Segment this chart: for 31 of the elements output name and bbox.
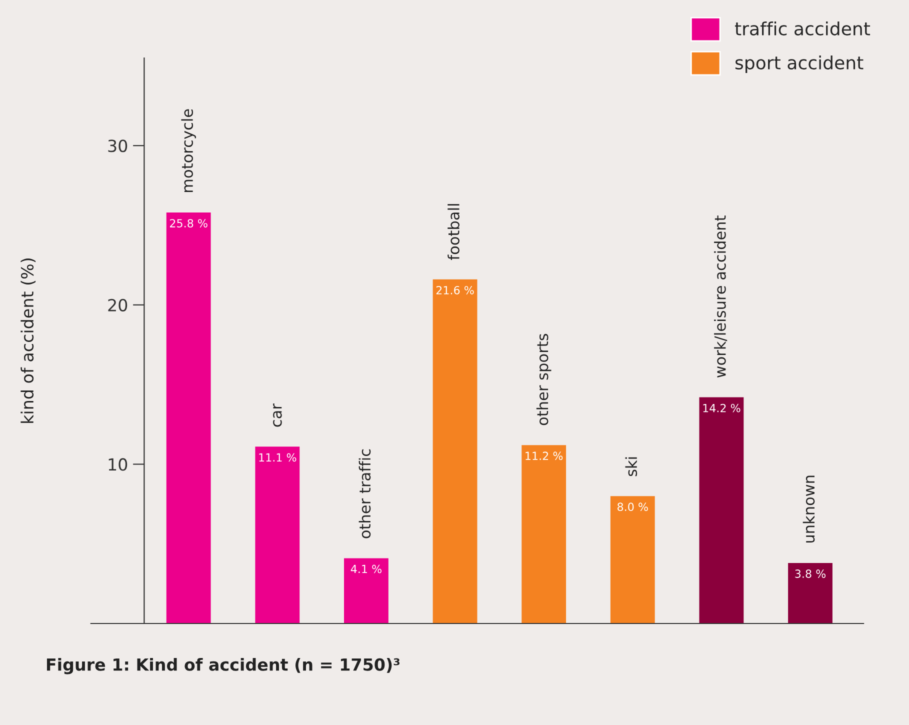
data-label: 3.8 % xyxy=(795,570,826,578)
data-label: 11.1 % xyxy=(259,453,296,462)
y-axis-title: kind of accident (%) xyxy=(20,258,36,423)
y-tick-label: 30 xyxy=(108,140,128,152)
text: Figure 1: Kind of accident (n = 1750)³ xyxy=(46,658,400,674)
bar xyxy=(522,445,566,624)
data-label: 4.1 % xyxy=(350,564,382,574)
bar xyxy=(344,558,388,624)
legend-label: traffic accident xyxy=(734,21,870,36)
data-label: 25.8 % xyxy=(170,219,208,228)
x-tick-label: work/leisure accident xyxy=(714,216,728,378)
y-tick-label: 20 xyxy=(108,298,128,312)
bar xyxy=(699,397,744,624)
data-label: 14.2 % xyxy=(703,404,740,412)
bar xyxy=(166,212,211,624)
legend-label: sport accident xyxy=(735,56,864,74)
x-tick-label: motorcycle xyxy=(181,109,196,192)
bar xyxy=(255,446,300,624)
x-tick-label: car xyxy=(273,404,282,427)
bar xyxy=(432,279,478,624)
x-tick-label: football xyxy=(448,204,460,260)
data-label: 21.6 % xyxy=(436,286,474,294)
data-label: 8.0 % xyxy=(618,502,648,512)
bar xyxy=(610,496,655,624)
x-tick-label: other sports xyxy=(536,334,552,426)
bar xyxy=(788,562,832,624)
y-tick-label: 10 xyxy=(108,458,128,471)
x-tick-label: unknown xyxy=(802,476,815,543)
x-tick-label: ski xyxy=(625,457,638,476)
x-tick-label: other traffic xyxy=(358,449,371,538)
data-label: 11.2 % xyxy=(526,452,563,460)
